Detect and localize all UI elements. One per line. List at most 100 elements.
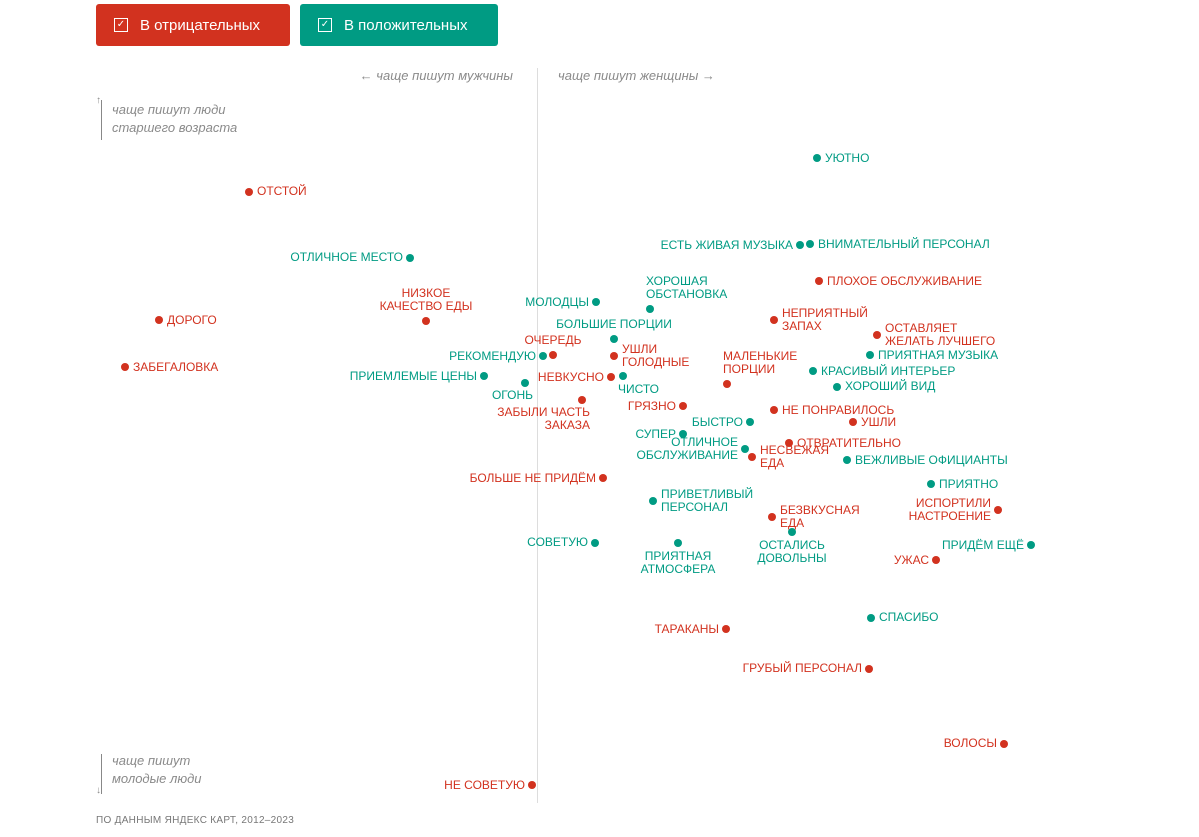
data-point-negative[interactable] [422,316,430,325]
data-point-positive[interactable] [539,352,547,360]
data-label: грубый персонал [742,661,862,676]
data-point-negative[interactable] [815,277,823,285]
data-label: советую [527,535,588,550]
data-point-positive[interactable] [833,382,841,391]
data-label: испортили настроение [908,495,991,523]
data-point-negative[interactable] [1000,739,1008,748]
data-label: низкое качество еды [379,285,473,313]
data-point-negative[interactable] [121,363,129,372]
data-point-positive[interactable] [591,538,599,547]
data-label: отстой [257,184,307,199]
data-label: тараканы [654,621,719,636]
data-label: забегаловка [133,359,219,374]
positive-filter-button[interactable]: ✓ В положительных [300,4,498,46]
data-point-negative[interactable] [748,453,756,462]
data-point-positive[interactable] [406,253,414,262]
data-point-negative[interactable] [849,418,857,426]
data-point-positive[interactable] [649,496,657,505]
checkbox-checked-icon: ✓ [318,18,332,32]
data-point-negative[interactable] [549,351,557,360]
data-point-positive[interactable] [1027,541,1035,549]
data-point-negative[interactable] [245,187,253,196]
data-label: внимательный персонал [818,236,990,251]
data-point-positive[interactable] [592,298,600,306]
data-label: безвкусная еда [780,503,860,531]
data-point-negative[interactable] [770,406,778,414]
data-label: красивый интерьер [821,363,956,378]
data-label: быстро [691,414,743,429]
data-label: грязно [627,398,676,413]
data-point-negative[interactable] [599,474,607,483]
data-label: несвежая еда [760,443,830,471]
data-label: больше не придём [469,470,596,485]
data-point-positive[interactable] [813,154,821,162]
data-label: не советую [444,777,525,792]
source-footer: ПО ДАННЫМ ЯНДЕКС КАРТ, 2012–2023 [96,815,295,826]
data-point-positive[interactable] [674,538,682,547]
data-label: молодцы [525,294,589,309]
data-point-negative[interactable] [873,331,881,339]
arrow-down-head: ↓ [96,785,101,796]
data-label: приемлемые цены [349,368,477,383]
data-point-negative[interactable] [770,316,778,324]
data-label: ушли [861,414,897,429]
data-point-negative[interactable] [932,556,940,564]
data-label: приятная музыка [878,347,999,362]
negative-filter-button[interactable]: ✓ В отрицательных [96,4,290,46]
data-label: очередь [524,333,582,348]
data-point-negative[interactable] [610,352,618,360]
data-point-negative[interactable] [607,373,615,381]
data-label: огонь [491,388,533,402]
data-point-positive[interactable] [843,456,851,465]
data-point-positive[interactable] [741,445,749,453]
data-point-positive[interactable] [619,372,627,381]
data-point-positive[interactable] [927,480,935,489]
data-point-positive[interactable] [806,240,814,249]
data-point-negative[interactable] [865,664,873,673]
checkbox-checked-icon: ✓ [114,18,128,32]
data-label: вежливые официанты [855,452,1008,467]
data-label: хороший вид [845,379,936,394]
data-point-negative[interactable] [578,396,586,405]
data-point-negative[interactable] [155,316,163,324]
data-point-negative[interactable] [768,513,776,522]
data-label: не понравилось [782,402,895,417]
data-point-positive[interactable] [796,241,804,249]
data-label: ужас [893,552,929,567]
data-point-negative[interactable] [528,781,536,789]
negative-filter-label: В отрицательных [140,16,261,34]
data-point-positive[interactable] [809,367,817,375]
data-label: невкусно [537,369,604,384]
data-point-positive[interactable] [788,528,796,537]
data-label: рекомендую [449,348,536,363]
data-label: супер [635,426,676,441]
data-label: маленькие порции [723,348,798,376]
data-point-positive[interactable] [521,379,529,387]
data-label: забыли часть заказа [497,405,590,433]
y-axis-label-younger: чаще пишут молодые люди [112,753,202,786]
data-point-negative[interactable] [723,379,731,388]
data-point-positive[interactable] [480,372,488,381]
data-point-negative[interactable] [722,625,730,633]
data-point-positive[interactable] [679,430,687,438]
data-point-positive[interactable] [746,418,754,426]
data-point-negative[interactable] [994,505,1002,514]
data-point-positive[interactable] [867,613,875,622]
data-label: остались довольны [757,538,827,566]
data-label: придём ещё [942,537,1024,552]
arrow-up-head: ↑ [96,95,101,106]
data-label: приятная атмосфера [640,548,716,576]
data-label: хорошая обстановка [646,273,728,301]
data-label: ушли голодные [622,342,690,369]
y-axis-label-older: чаще пишут люди старшего возраста [112,102,238,135]
gender-divider-line [537,68,538,803]
data-point-negative[interactable] [679,402,687,411]
data-point-positive[interactable] [646,304,654,313]
data-label: приветливый персонал [661,486,754,514]
data-point-positive[interactable] [610,334,618,343]
data-point-negative[interactable] [785,439,793,447]
data-label: волосы [943,736,997,751]
data-point-positive[interactable] [866,351,874,360]
data-label: уютно [825,150,870,165]
data-label: приятно [939,476,999,491]
